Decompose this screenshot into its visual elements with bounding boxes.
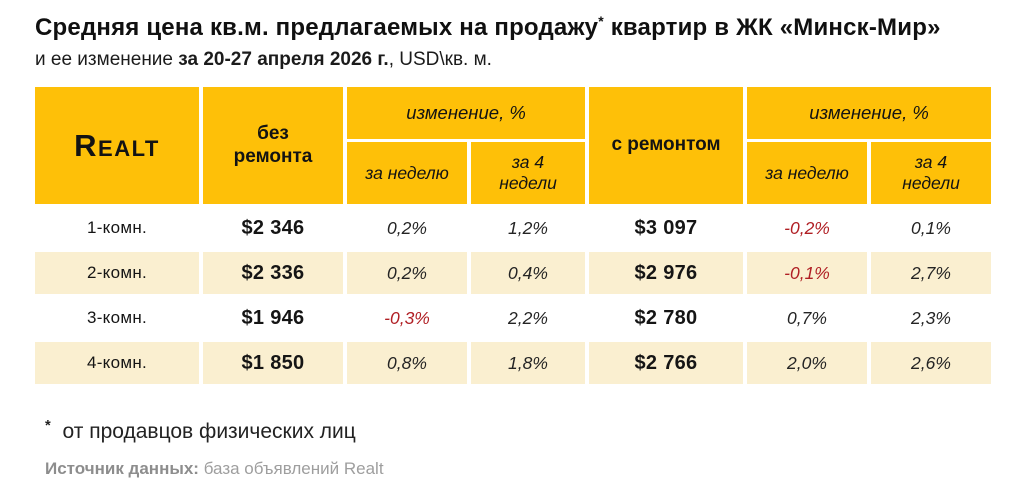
footnote: * от продавцов физических лиц [45,418,995,444]
price-table: Realt без ремонта изменение, % с ремонто… [31,84,995,387]
row-label: 1-комн. [35,207,199,249]
title-text-1: Средняя цена кв.м. предлагаемых на прода… [35,14,599,41]
row-label: 2-комн. [35,252,199,294]
subtitle-text-2: , USD\кв. м. [388,49,492,70]
percent-cell: 2,3% [871,297,991,339]
percent-cell: 0,7% [747,297,867,339]
percent-cell: 0,2% [347,252,467,294]
header-change-with-renovation: изменение, % [747,87,991,139]
price-cell: $1 850 [203,342,343,384]
price-cell: $2 766 [589,342,743,384]
table-row: 3-комн. $1 946 -0,3% 2,2% $2 780 0,7% 2,… [35,297,991,339]
percent-cell: 0,4% [471,252,585,294]
header-4weeks-with-renovation: за 4 недели [871,142,991,204]
page-subtitle: и ее изменение за 20-27 апреля 2026 г., … [35,49,995,71]
header-week-no-renovation: за неделю [347,142,467,204]
header-change-no-renovation: изменение, % [347,87,585,139]
percent-cell: 0,1% [871,207,991,249]
table-row: 4-комн. $1 850 0,8% 1,8% $2 766 2,0% 2,6… [35,342,991,384]
price-cell: $2 336 [203,252,343,294]
subtitle-text-1: и ее изменение [35,49,179,70]
data-source-line: Источник данных: база объявлений Realt [45,459,995,479]
title-asterisk: * [598,13,604,29]
infographic: Средняя цена кв.м. предлагаемых на прода… [31,13,995,479]
data-source-label: Источник данных: [45,459,199,478]
percent-cell: 2,2% [471,297,585,339]
header-4weeks-no-renovation: за 4 недели [471,142,585,204]
title-text-2: квартир в ЖК «Минск-Мир» [603,14,941,41]
percent-cell: 1,2% [471,207,585,249]
percent-cell: 0,8% [347,342,467,384]
footnote-asterisk: * [45,418,51,434]
header-week-with-renovation: за неделю [747,142,867,204]
price-cell: $3 097 [589,207,743,249]
percent-cell: -0,2% [747,207,867,249]
header-no-renovation: без ремонта [203,87,343,204]
percent-cell: -0,3% [347,297,467,339]
price-cell: $1 946 [203,297,343,339]
table-row: 2-комн. $2 336 0,2% 0,4% $2 976 -0,1% 2,… [35,252,991,294]
page-title: Средняя цена кв.м. предлагаемых на прода… [35,13,995,42]
row-label: 3-комн. [35,297,199,339]
percent-cell: 2,6% [871,342,991,384]
price-cell: $2 780 [589,297,743,339]
percent-cell: 0,2% [347,207,467,249]
footnote-text: от продавцов физических лиц [56,420,356,443]
price-cell: $2 346 [203,207,343,249]
table-row: 1-комн. $2 346 0,2% 1,2% $3 097 -0,2% 0,… [35,207,991,249]
percent-cell: 2,7% [871,252,991,294]
percent-cell: 2,0% [747,342,867,384]
header-with-renovation: с ремонтом [589,87,743,204]
row-label: 4-комн. [35,342,199,384]
realt-logo: Realt [35,87,199,204]
percent-cell: 1,8% [471,342,585,384]
percent-cell: -0,1% [747,252,867,294]
data-source-text: база объявлений Realt [198,459,384,478]
price-cell: $2 976 [589,252,743,294]
subtitle-date-range: за 20-27 апреля 2026 г. [178,49,389,70]
